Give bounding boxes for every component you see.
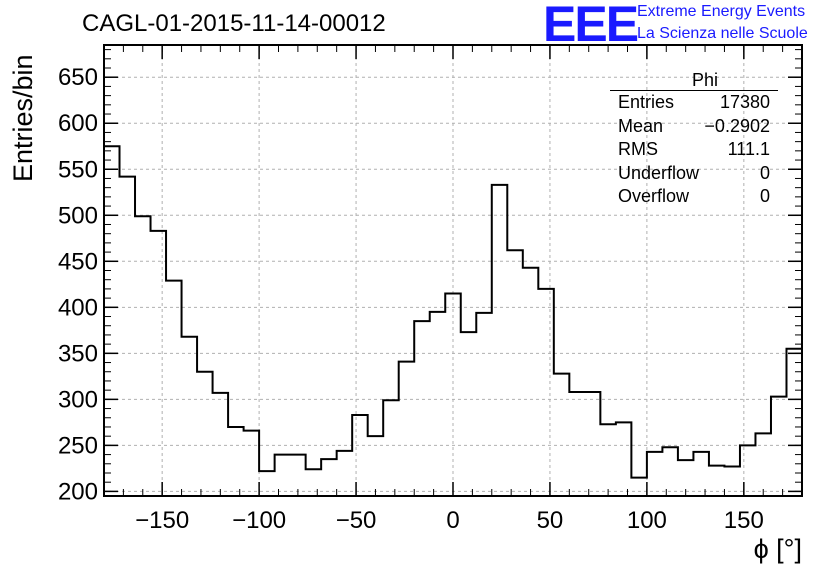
stats-title: Phi bbox=[610, 70, 778, 91]
x-tick-label: 100 bbox=[627, 507, 667, 534]
x-tick-label: −100 bbox=[232, 507, 286, 534]
y-tick-label: 400 bbox=[58, 294, 98, 321]
x-tick-label: 150 bbox=[724, 507, 764, 534]
histogram-line bbox=[104, 69, 803, 479]
stats-row-rms: RMS 111.1 bbox=[610, 138, 778, 162]
y-tick-label: 650 bbox=[58, 64, 98, 91]
x-tick-labels: −150 −100 −50 0 50 100 150 bbox=[135, 507, 764, 534]
y-axis-label: Entries/bin bbox=[8, 54, 38, 182]
logo-line-1: Extreme Energy Events bbox=[637, 3, 806, 20]
y-tick-label: 600 bbox=[58, 110, 98, 137]
eee-logo: EEE bbox=[543, 0, 639, 52]
x-axis-label: ϕ [°] bbox=[753, 534, 802, 564]
y-tick-label: 300 bbox=[58, 386, 98, 413]
stats-label: Overflow bbox=[618, 186, 690, 206]
logo-line-2: La Scienza nelle Scuole bbox=[637, 25, 808, 42]
y-tick-label: 450 bbox=[58, 248, 98, 275]
stats-box: Phi Entries 17380 Mean −0.2902 RMS 111.1… bbox=[610, 70, 778, 209]
y-tick-label: 250 bbox=[58, 432, 98, 459]
stats-value: 111.1 bbox=[727, 139, 770, 159]
stats-label: Underflow bbox=[618, 162, 700, 183]
y-tick-label: 200 bbox=[58, 478, 98, 505]
grid-lines bbox=[104, 45, 802, 496]
stats-value: 0 bbox=[759, 162, 770, 183]
stats-row-underflow: Underflow 0 bbox=[610, 162, 778, 186]
stats-label: RMS bbox=[618, 139, 658, 159]
x-tick-label: −150 bbox=[135, 507, 189, 534]
stats-row-mean: Mean −0.2902 bbox=[610, 115, 778, 139]
y-tick-labels: 200 250 300 350 400 450 500 550 600 650 bbox=[58, 64, 98, 505]
stats-value: −0.2902 bbox=[704, 115, 770, 136]
stats-label: Entries bbox=[618, 92, 675, 112]
stats-row-overflow: Overflow 0 bbox=[610, 185, 778, 209]
x-tick-label: 50 bbox=[537, 507, 564, 534]
axis-ticks bbox=[103, 45, 803, 496]
y-tick-label: 500 bbox=[58, 202, 98, 229]
y-tick-label: 350 bbox=[58, 340, 98, 367]
x-tick-label: −50 bbox=[336, 507, 377, 534]
stats-value: 17380 bbox=[719, 92, 770, 112]
y-tick-label: 550 bbox=[58, 156, 98, 183]
chart-title: CAGL-01-2015-11-14-00012 bbox=[82, 10, 386, 37]
stats-value: 0 bbox=[759, 186, 770, 206]
x-tick-label: 0 bbox=[446, 507, 459, 534]
stats-label: Mean bbox=[618, 115, 664, 136]
stats-row-entries: Entries 17380 bbox=[610, 91, 778, 115]
